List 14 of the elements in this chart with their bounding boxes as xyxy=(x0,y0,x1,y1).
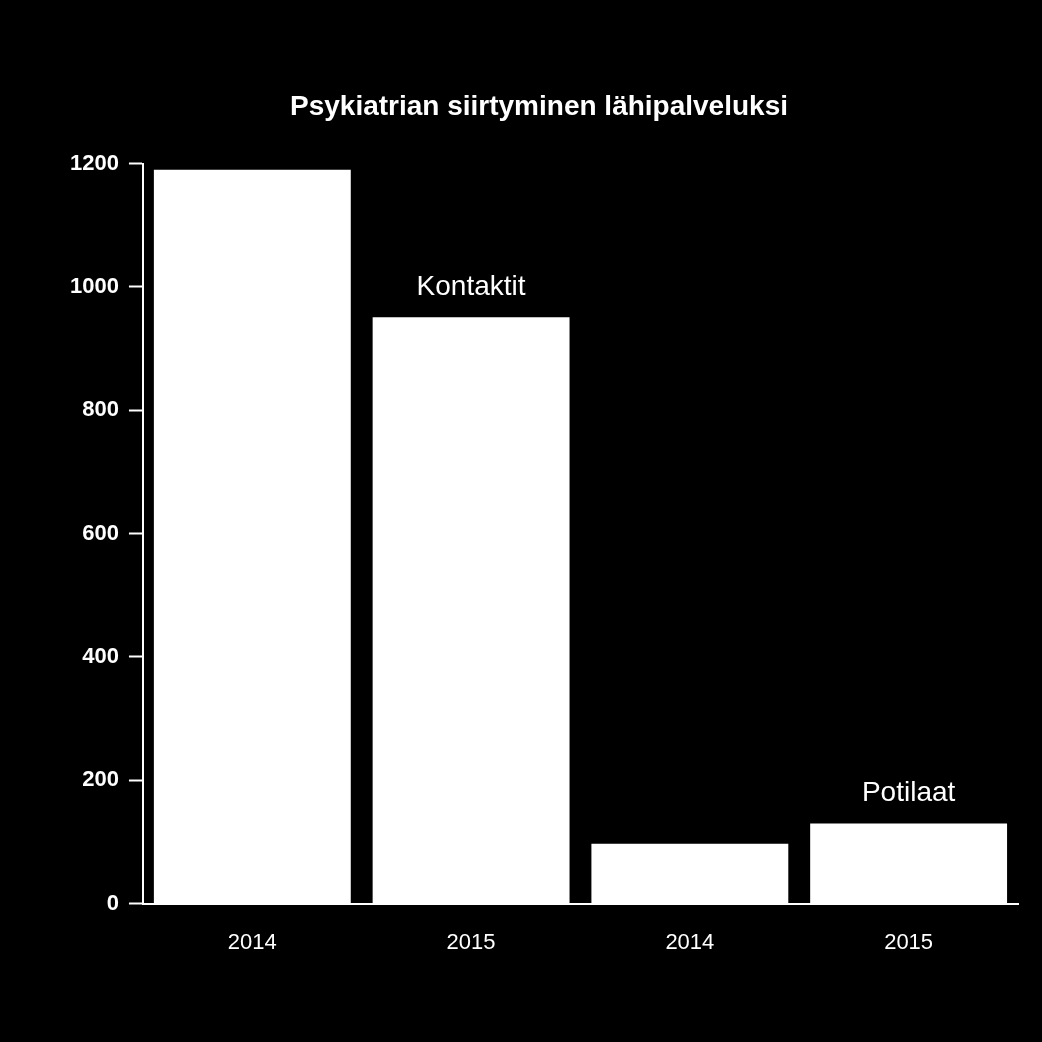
x-tick-label: 2015 xyxy=(446,928,496,954)
x-tick-label: 2014 xyxy=(227,928,277,954)
x-tick-label: 2014 xyxy=(665,928,715,954)
y-tick-label: 400 xyxy=(82,643,119,668)
chart-title: Psykiatrian siirtyminen lähipalveluksi xyxy=(290,89,788,121)
y-tick-label: 200 xyxy=(82,766,119,792)
y-tick-label: 0 xyxy=(106,889,119,915)
annotation: Potilaat xyxy=(861,776,956,808)
y-tick-label: 1200 xyxy=(69,149,119,175)
annotation: Kontaktit xyxy=(416,269,526,301)
y-tick-label: 1000 xyxy=(69,273,119,298)
x-tick-label: 2015 xyxy=(884,928,934,954)
y-tick-label: 800 xyxy=(82,396,119,422)
y-tick-label: 600 xyxy=(82,519,119,545)
